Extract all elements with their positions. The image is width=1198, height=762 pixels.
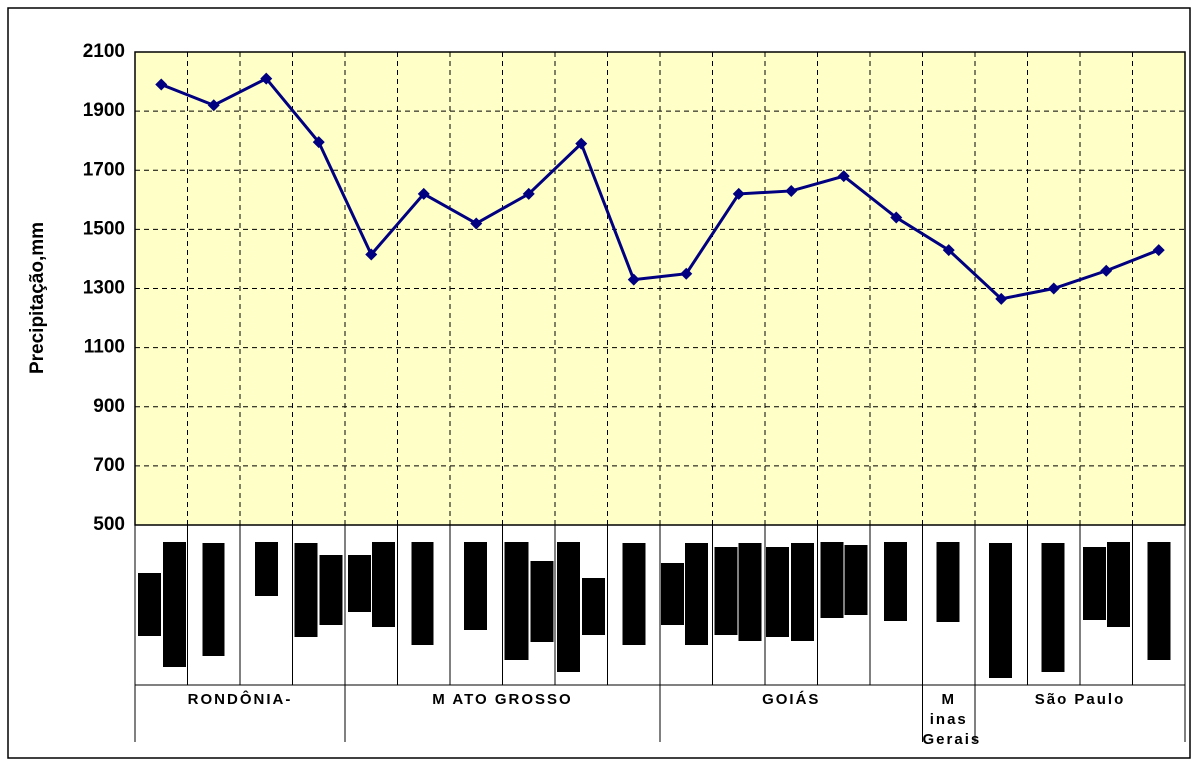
redacted-label: [464, 542, 487, 630]
point: [680, 267, 693, 280]
redacted-label: [504, 542, 529, 660]
redacted-label: [661, 563, 684, 625]
y-tick-label: 1700: [83, 159, 125, 180]
group-label: São Paulo: [1034, 691, 1126, 708]
y-tick-label: 1100: [84, 337, 125, 358]
redacted-label: [1107, 542, 1130, 627]
y-tick-label: 900: [93, 396, 125, 417]
frame: [7, 7, 1191, 759]
point: [522, 187, 535, 200]
redacted-label: [844, 545, 868, 615]
point: [1152, 244, 1165, 257]
point: [942, 244, 955, 257]
y-axis-label: Precipitação,mm: [27, 222, 48, 374]
point: [155, 78, 168, 91]
redacted-label: [372, 542, 395, 627]
redacted-label: [255, 542, 278, 596]
point: [995, 292, 1008, 305]
redacted-label: [766, 547, 789, 637]
y-tick-label: 1500: [83, 218, 125, 239]
redacted-label: [319, 555, 343, 625]
redacted-label: [582, 578, 605, 635]
group-label: M ATO GROSSO: [432, 691, 573, 708]
redacted-label: [820, 542, 844, 618]
y-tick-label: 1900: [83, 100, 125, 121]
redacted-label: [163, 542, 186, 667]
point: [470, 217, 483, 230]
redacted-label: [530, 561, 554, 642]
redacted-label: [138, 573, 161, 636]
point: [417, 187, 430, 200]
point: [260, 72, 273, 85]
redacted-label: [884, 542, 907, 621]
point: [207, 99, 220, 112]
redacted-label: [936, 542, 960, 622]
redacted-label: [348, 555, 371, 612]
point: [785, 184, 798, 197]
redacted-label: [1083, 547, 1106, 620]
point: [1047, 282, 1060, 295]
y-tick-label: 700: [93, 455, 125, 476]
redacted-label: [202, 543, 225, 656]
redacted-label: [1147, 542, 1171, 660]
redacted-label: [738, 543, 762, 641]
group-label: M inas Gerais: [922, 691, 982, 748]
redacted-label: [714, 547, 738, 635]
point: [732, 187, 745, 200]
redacted-label: [685, 543, 708, 645]
redacted-label: [1041, 543, 1065, 672]
point: [1100, 264, 1113, 277]
line: [160, 76, 1160, 301]
point: [312, 136, 325, 149]
redacted-label: [411, 542, 434, 645]
y-tick-label: 500: [93, 514, 125, 535]
y-tick-label: 2100: [83, 41, 125, 62]
point: [365, 248, 378, 261]
group-label: GOIÁS: [762, 691, 821, 708]
redacted-label: [622, 543, 646, 645]
point: [627, 273, 640, 286]
point: [575, 137, 588, 150]
point: [890, 211, 903, 224]
redacted-label: [557, 542, 580, 672]
redacted-label: [791, 543, 814, 641]
redacted-label: [294, 543, 318, 637]
redacted-label: [989, 543, 1012, 678]
y-tick-label: 1300: [83, 278, 125, 299]
point: [837, 170, 850, 183]
group-label: RONDÔNIA-: [187, 691, 293, 708]
